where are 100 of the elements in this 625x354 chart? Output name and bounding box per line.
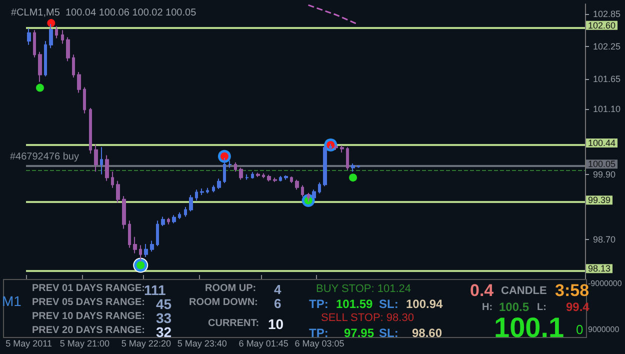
candlestick xyxy=(267,174,271,182)
candlestick xyxy=(206,187,209,194)
candlestick xyxy=(284,174,288,180)
y-tick-label: 102.25 xyxy=(593,41,621,52)
text: PREV 20 DAYS RANGE: xyxy=(32,325,145,336)
annotation: #46792476 buy xyxy=(10,152,79,163)
y-tick-label: 102.85 xyxy=(593,8,621,19)
y-tick-label: 98.70 xyxy=(593,234,616,245)
candlestick xyxy=(329,143,332,152)
candlestick xyxy=(228,160,232,168)
candlestick xyxy=(234,162,237,172)
candlestick xyxy=(156,220,159,247)
text: 3:58 xyxy=(555,281,590,300)
text: SELL STOP: 98.30 xyxy=(321,312,414,324)
candlestick xyxy=(178,212,181,220)
point xyxy=(47,19,56,28)
x-tick-label: 5 May 2011 xyxy=(6,338,52,348)
candlestick xyxy=(89,107,92,154)
text: 10 xyxy=(268,316,284,332)
candlestick xyxy=(200,188,204,196)
text: 32 xyxy=(156,324,172,340)
candlestick xyxy=(301,184,304,198)
ref-line-label: 98.13 xyxy=(588,264,611,274)
text: 111 xyxy=(144,282,166,298)
text: H: xyxy=(482,302,493,313)
candlestick xyxy=(195,189,198,201)
text: 100.5 xyxy=(499,300,530,314)
text: ROOM DOWN: xyxy=(189,297,258,308)
candlestick xyxy=(100,146,103,175)
text: 99.4 xyxy=(566,300,590,314)
x-tick-label: 5 May 21:00 xyxy=(60,338,110,348)
text: 101.59 xyxy=(336,297,373,311)
candlestick xyxy=(351,162,355,172)
candlestick xyxy=(77,72,81,94)
ref-line-label: 100.44 xyxy=(588,138,616,148)
text: TP: xyxy=(309,326,328,340)
ref-line-label: 99.39 xyxy=(588,195,611,206)
candlestick xyxy=(307,192,310,202)
candlestick xyxy=(279,175,282,182)
candlestick xyxy=(346,146,349,170)
chart-title: #CLM1,M5 100.04 100.06 100.02 100.05 xyxy=(11,8,197,18)
text: L: xyxy=(537,302,546,313)
text: CURRENT: xyxy=(208,318,260,329)
text: PREV 01 DAYS RANGE: xyxy=(32,283,145,294)
text: PREV 10 DAYS RANGE: xyxy=(32,311,145,322)
y-tick-label: 99.90 xyxy=(593,169,616,180)
text: 6 xyxy=(274,296,282,311)
text: 100.1 xyxy=(494,312,564,343)
text: -9000000 xyxy=(588,279,622,288)
candlestick xyxy=(150,240,154,252)
candlestick xyxy=(340,144,344,154)
candlestick xyxy=(38,51,42,82)
text: 45 xyxy=(156,296,172,312)
candlestick xyxy=(72,54,75,78)
candlestick xyxy=(144,243,148,258)
candlestick xyxy=(139,244,142,262)
text: 4 xyxy=(274,282,282,297)
candlestick xyxy=(323,146,327,187)
candlestick xyxy=(49,24,53,49)
x-tick-label: 6 May 01:45 xyxy=(238,338,288,348)
candlestick xyxy=(184,206,187,218)
candlestick xyxy=(239,167,243,180)
text: 0.4 xyxy=(470,281,494,300)
candlestick xyxy=(61,30,64,44)
ref-line-label: 102.60 xyxy=(588,20,616,30)
text: 97.95 xyxy=(344,326,374,340)
candlestick xyxy=(223,158,226,184)
candlestick xyxy=(262,172,265,179)
candlestick xyxy=(33,30,36,58)
candlestick xyxy=(167,217,170,225)
text: SL: xyxy=(379,326,398,340)
candlestick xyxy=(217,178,221,190)
x-tick-label: 5 May 23:40 xyxy=(177,338,227,348)
x-tick-label: 6 May 03:05 xyxy=(294,338,344,348)
candlestick xyxy=(94,144,98,172)
point xyxy=(36,84,44,92)
candlestick xyxy=(357,165,360,168)
candlestick xyxy=(55,26,58,39)
candlestick xyxy=(83,86,86,114)
candlestick xyxy=(290,176,293,184)
candlestick xyxy=(44,40,47,77)
candlestick xyxy=(66,36,70,62)
candlestick xyxy=(133,236,137,254)
text: 0 xyxy=(576,322,584,337)
candlestick xyxy=(245,174,249,180)
text: 33 xyxy=(156,310,172,326)
candlestick xyxy=(189,194,193,212)
candlestick xyxy=(105,154,109,182)
text: 100.94 xyxy=(406,297,443,311)
text: CANDLE xyxy=(501,285,547,297)
candlestick xyxy=(295,179,299,190)
text: 98.60 xyxy=(412,326,442,340)
text: M1 xyxy=(2,293,22,309)
candlestick xyxy=(251,172,254,180)
x-tick-label: 5 May 22:20 xyxy=(121,338,171,348)
text: 9000000 xyxy=(588,325,620,334)
candlestick xyxy=(212,184,215,193)
candlestick xyxy=(312,189,316,200)
text: SL: xyxy=(379,297,398,311)
candlestick xyxy=(111,171,114,188)
